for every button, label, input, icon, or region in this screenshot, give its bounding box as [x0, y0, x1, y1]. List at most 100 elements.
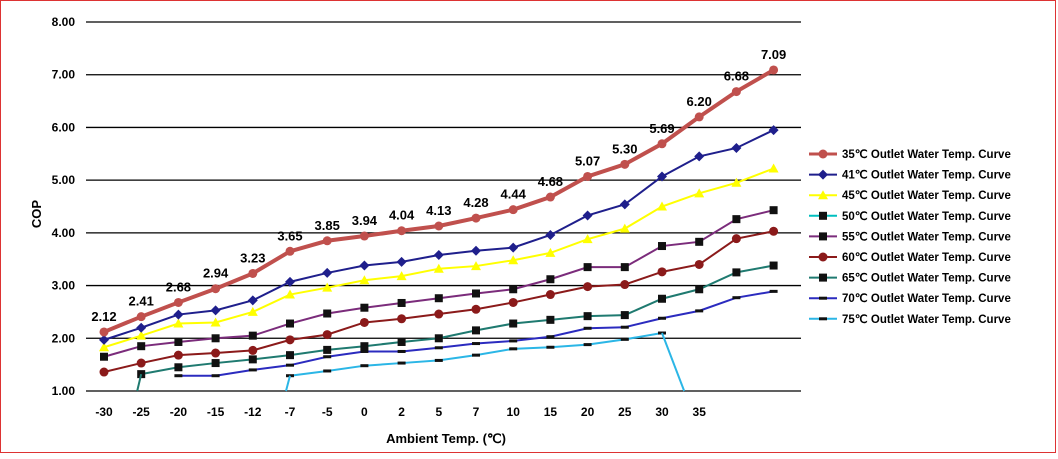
data-point	[583, 263, 592, 272]
legend-label: 50℃ Outlet Water Temp. Curve	[842, 210, 1011, 223]
data-point	[434, 221, 444, 231]
data-point	[508, 297, 518, 307]
data-point	[731, 142, 742, 153]
legend-label: 75℃ Outlet Water Temp. Curve	[842, 313, 1011, 326]
x-tick-label: 20	[581, 405, 595, 419]
data-point	[657, 171, 667, 182]
data-point	[819, 211, 827, 220]
series-7	[174, 289, 778, 378]
data-point	[174, 374, 183, 378]
data-point	[210, 305, 221, 316]
data-label: 3.23	[240, 250, 265, 265]
data-label: 2.41	[129, 294, 154, 309]
data-point	[173, 318, 184, 328]
data-point	[546, 315, 555, 324]
data-point	[694, 151, 705, 162]
y-axis-label: COP	[29, 200, 44, 229]
x-tick-label: 30	[655, 405, 669, 419]
data-point	[137, 342, 146, 351]
data-point	[583, 326, 592, 330]
legend-label: 55℃ Outlet Water Temp. Curve	[842, 230, 1011, 243]
data-point	[732, 296, 741, 300]
x-tick-label: 35	[693, 405, 707, 419]
data-point	[694, 259, 704, 269]
data-point	[433, 249, 444, 260]
series-line	[103, 129, 775, 341]
data-point	[359, 260, 370, 271]
legend-item: 75℃ Outlet Water Temp. Curve	[809, 313, 1011, 326]
data-label: 4.04	[389, 208, 415, 223]
data-point	[731, 177, 742, 187]
data-point	[732, 215, 741, 224]
data-point	[695, 309, 704, 313]
data-point	[211, 359, 220, 368]
x-tick-label: 10	[507, 405, 521, 419]
data-point	[657, 201, 667, 211]
data-point	[433, 263, 444, 273]
data-point	[657, 267, 667, 277]
data-point	[136, 358, 146, 368]
data-point	[619, 199, 630, 210]
data-label: 3.94	[352, 213, 378, 228]
data-point	[583, 312, 592, 321]
data-point	[657, 139, 667, 149]
data-point	[360, 342, 369, 351]
y-tick-label: 6.00	[52, 120, 76, 134]
data-point	[582, 234, 593, 244]
data-point	[99, 367, 109, 377]
series-5	[99, 226, 779, 377]
x-tick-label: -5	[322, 405, 333, 419]
data-point	[583, 171, 593, 181]
data-point	[100, 352, 108, 361]
data-point	[173, 297, 183, 307]
data-point	[248, 345, 258, 355]
data-label: 7.09	[761, 47, 786, 62]
data-point	[818, 252, 828, 262]
data-point	[99, 342, 109, 352]
legend-item: 70℃ Outlet Water Temp. Curve	[809, 292, 1011, 305]
x-tick-label: -20	[170, 405, 188, 419]
data-label: 5.07	[575, 153, 600, 168]
data-label: 2.68	[166, 279, 191, 294]
data-point	[546, 335, 555, 339]
legend-label: 65℃ Outlet Water Temp. Curve	[842, 272, 1011, 285]
data-point	[545, 247, 556, 257]
data-point	[545, 229, 556, 240]
data-point	[619, 223, 630, 233]
data-point	[768, 163, 779, 173]
data-point	[99, 334, 109, 345]
x-tick-label: -25	[133, 405, 151, 419]
series-tail	[661, 332, 686, 392]
data-point	[247, 306, 258, 316]
data-point	[818, 149, 828, 159]
data-label: 4.13	[426, 203, 451, 218]
data-point	[322, 236, 332, 246]
data-label: 5.30	[612, 141, 637, 156]
data-label: 4.68	[538, 174, 563, 189]
data-point	[620, 280, 630, 290]
data-point	[508, 242, 519, 253]
y-tick-label: 7.00	[52, 68, 76, 82]
data-point	[136, 330, 147, 340]
legend-item: 41℃ Outlet Water Temp. Curve	[809, 169, 1011, 182]
data-point	[434, 358, 443, 362]
data-point	[818, 169, 828, 180]
data-point	[509, 347, 518, 351]
data-point	[509, 339, 518, 343]
data-point	[731, 87, 741, 97]
legend-item: 60℃ Outlet Water Temp. Curve	[809, 251, 1011, 264]
data-point	[285, 335, 295, 345]
data-label: 2.12	[91, 309, 116, 324]
data-point	[99, 327, 109, 337]
data-point	[819, 273, 827, 282]
data-label: 5.69	[649, 121, 674, 136]
x-tick-label: -15	[207, 405, 225, 419]
x-tick-label: 25	[618, 405, 632, 419]
data-point	[620, 159, 630, 169]
series-0	[99, 65, 779, 337]
series-2	[99, 163, 779, 352]
data-point	[396, 271, 407, 281]
data-point	[620, 325, 629, 329]
series-line	[103, 68, 775, 334]
data-point	[434, 346, 443, 350]
